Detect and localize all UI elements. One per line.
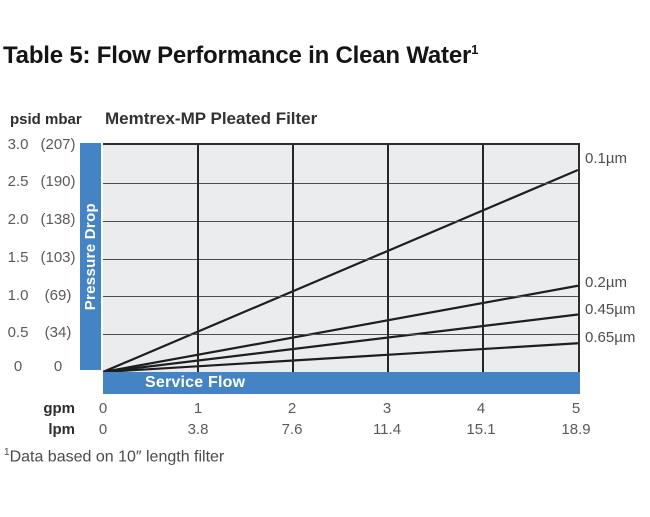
horizontal-gridline (103, 296, 578, 298)
y-tick-mbar: (69) (44, 287, 72, 304)
y-tick-mbar: (34) (44, 324, 72, 341)
x-tick-lpm: 15.1 (466, 421, 496, 438)
horizontal-gridline (103, 258, 578, 260)
x-tick-lpm: 0 (98, 421, 108, 438)
vertical-gridline (482, 145, 484, 372)
plot-area (103, 143, 580, 373)
vertical-gridline (387, 145, 389, 372)
y-tick-mbar: (138) (40, 211, 76, 228)
y-tick-row: 1.5 (103) (0, 249, 80, 267)
y-axis-label-bar: Pressure Drop (80, 143, 101, 370)
x-tick-lpm: 11.4 (372, 421, 402, 438)
x-axis-label: Service Flow (145, 374, 246, 391)
y-units-header: psid mbar (10, 111, 82, 128)
data-line-0.45µm (103, 313, 578, 372)
footnote-text: Data based on 10″ length filter (9, 448, 225, 466)
y-tick-row: 0 0 (0, 358, 80, 376)
data-line-0.2µm (103, 284, 578, 372)
x-tick-gpm: 0 (98, 400, 108, 417)
footnote-superscript: 1 (4, 447, 10, 458)
y-tick-row: 0.5 (34) (0, 324, 80, 342)
y-tick-mbar: (207) (40, 136, 76, 153)
y-tick-mbar: 0 (53, 358, 63, 375)
x-axis-label-bar: Service Flow (103, 372, 580, 394)
page-title-superscript: 1 (471, 42, 479, 57)
y-tick-row: 1.0 (69) (0, 287, 80, 305)
series-label-065um: 0.65µm (585, 329, 636, 346)
page-title: Table 5: Flow Performance in Clean Water… (3, 42, 478, 70)
x-unit-gpm: gpm (43, 400, 75, 417)
y-tick-psid: 2.0 (7, 211, 29, 228)
horizontal-gridline (103, 220, 578, 222)
y-tick-mbar: (190) (40, 173, 76, 190)
y-tick-psid: 0 (13, 358, 23, 375)
y-tick-psid: 3.0 (7, 136, 29, 153)
data-line-0.65µm (103, 342, 578, 372)
y-tick-mbar: (103) (40, 249, 76, 266)
x-tick-gpm: 1 (193, 400, 203, 417)
y-tick-psid: 0.5 (7, 324, 29, 341)
x-tick-lpm: 7.6 (281, 421, 303, 438)
x-unit-lpm: lpm (48, 421, 75, 438)
y-tick-psid: 2.5 (7, 173, 29, 190)
data-line-0.1µm (103, 168, 578, 372)
x-tick-gpm: 4 (476, 400, 486, 417)
chart-subtitle: Memtrex-MP Pleated Filter (105, 109, 318, 128)
y-axis-label: Pressure Drop (82, 202, 99, 311)
series-label-02um: 0.2µm (585, 274, 627, 291)
x-tick-lpm: 3.8 (187, 421, 209, 438)
footnote: 1Data based on 10″ length filter (4, 447, 224, 466)
series-label-01um: 0.1µm (585, 150, 627, 167)
y-tick-psid: 1.5 (7, 249, 29, 266)
y-tick-row: 3.0 (207) (0, 136, 80, 154)
vertical-gridline (292, 145, 294, 372)
plot-svg (103, 168, 578, 372)
horizontal-gridline (103, 182, 578, 184)
y-tick-psid: 1.0 (7, 287, 29, 304)
series-label-045um: 0.45µm (585, 301, 636, 318)
x-tick-lpm: 18.9 (561, 421, 591, 438)
x-tick-gpm: 3 (382, 400, 392, 417)
y-tick-row: 2.5 (190) (0, 173, 80, 191)
y-tick-row: 2.0 (138) (0, 211, 80, 229)
x-tick-gpm: 2 (287, 400, 297, 417)
vertical-gridline (197, 145, 199, 372)
x-tick-gpm: 5 (571, 400, 581, 417)
horizontal-gridline (103, 334, 578, 336)
page-title-text: Table 5: Flow Performance in Clean Water (3, 42, 472, 69)
